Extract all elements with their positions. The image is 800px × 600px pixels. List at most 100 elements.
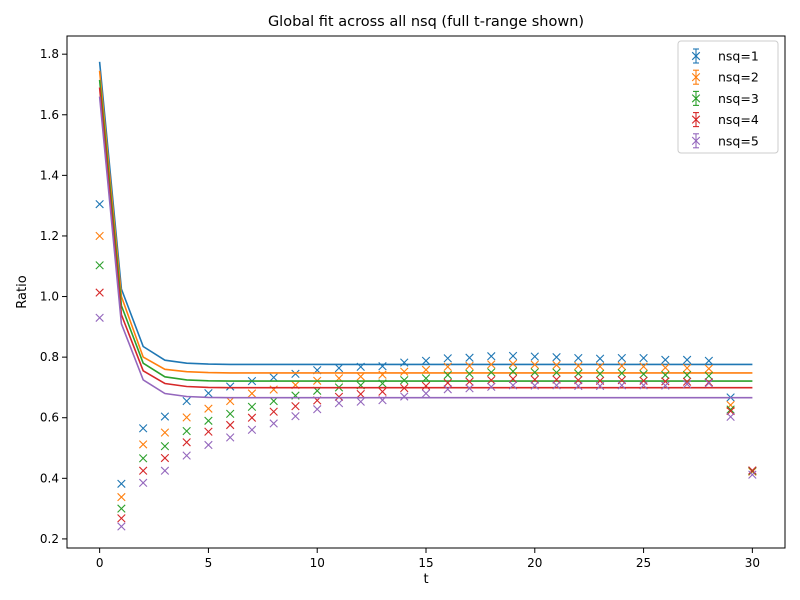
legend-box xyxy=(677,40,779,154)
data-point-nsq=3 xyxy=(487,368,496,377)
data-point-nsq=1 xyxy=(508,351,518,361)
y-tick-label: 1.4 xyxy=(40,168,59,182)
data-point-nsq=5 xyxy=(530,381,539,390)
fit-line-nsq=4 xyxy=(98,87,753,389)
data-point-nsq=1 xyxy=(356,362,365,372)
data-point-nsq=1 xyxy=(552,352,561,362)
data-point-nsq=5 xyxy=(574,381,583,391)
data-point-nsq=5 xyxy=(95,313,104,322)
data-point-nsq=4 xyxy=(334,392,344,402)
data-point-nsq=2 xyxy=(400,367,409,376)
x-axis-label: t xyxy=(423,572,428,587)
data-point-nsq=5 xyxy=(487,382,496,392)
data-point-nsq=4 xyxy=(487,375,496,385)
fit-line-nsq=2 xyxy=(98,70,753,374)
data-point-nsq=5 xyxy=(465,384,474,393)
data-point-nsq=1 xyxy=(291,369,300,378)
data-point-nsq=5 xyxy=(182,451,191,460)
data-point-nsq=2 xyxy=(639,362,648,371)
data-point-nsq=2 xyxy=(443,362,452,372)
data-point-nsq=5 xyxy=(269,419,278,428)
data-point-nsq=3 xyxy=(421,374,431,383)
data-point-nsq=3 xyxy=(530,368,539,377)
data-point-nsq=4 xyxy=(421,381,431,391)
data-point-nsq=1 xyxy=(617,353,627,363)
x-tick-label: 0 xyxy=(96,556,104,570)
data-point-nsq=1 xyxy=(225,382,235,391)
fit-line-nsq=5 xyxy=(98,96,753,399)
data-point-nsq=5 xyxy=(704,379,714,388)
data-point-nsq=4 xyxy=(443,378,452,388)
data-point-nsq=2 xyxy=(465,361,474,371)
data-point-nsq=1 xyxy=(421,356,431,365)
legend-label: nsq=3 xyxy=(718,91,759,106)
data-point-nsq=5 xyxy=(160,466,170,475)
x-tick-label: 20 xyxy=(527,556,542,570)
data-point-nsq=1 xyxy=(160,412,170,421)
data-point-nsq=1 xyxy=(400,358,409,367)
data-point-nsq=4 xyxy=(247,413,257,422)
plot-area xyxy=(95,61,757,531)
legend-label: nsq=1 xyxy=(718,49,759,64)
data-point-nsq=4 xyxy=(748,466,757,475)
data-point-nsq=4 xyxy=(160,453,170,463)
data-point-nsq=3 xyxy=(595,369,605,378)
data-point-nsq=3 xyxy=(182,426,191,436)
data-point-nsq=1 xyxy=(204,388,213,398)
data-point-nsq=2 xyxy=(421,365,431,375)
data-point-nsq=4 xyxy=(291,402,300,411)
data-point-nsq=4 xyxy=(138,466,148,475)
data-point-nsq=1 xyxy=(117,479,126,488)
data-point-nsq=4 xyxy=(400,383,409,393)
data-point-nsq=5 xyxy=(378,395,387,405)
y-tick-label: 0.8 xyxy=(40,350,59,364)
data-point-nsq=5 xyxy=(225,433,235,442)
y-tick-label: 1.6 xyxy=(40,108,59,122)
data-point-nsq=2 xyxy=(160,428,170,437)
legend-label: nsq=2 xyxy=(718,70,759,85)
data-point-nsq=4 xyxy=(95,288,104,297)
chart-title: Global fit across all nsq (full t-range … xyxy=(268,14,584,30)
legend-marker-nsq=5 xyxy=(691,133,701,149)
data-point-nsq=3 xyxy=(117,504,126,513)
data-point-nsq=5 xyxy=(421,389,431,398)
y-tick-label: 0.2 xyxy=(40,532,59,546)
data-point-nsq=1 xyxy=(530,352,539,361)
data-point-nsq=1 xyxy=(574,353,583,363)
data-point-nsq=4 xyxy=(378,387,387,396)
data-point-nsq=4 xyxy=(225,420,235,430)
data-point-nsq=3 xyxy=(574,369,583,378)
data-point-nsq=4 xyxy=(682,377,692,386)
data-point-nsq=3 xyxy=(204,416,213,425)
axes-frame xyxy=(66,35,786,549)
y-axis-ticks: 0.2 0.4 0.6 0.8 1.0 1.2 1.4 1.6 1.8 xyxy=(40,47,67,546)
legend-marker-nsq=3 xyxy=(691,90,701,106)
data-point-nsq=2 xyxy=(247,389,257,398)
x-tick-label: 25 xyxy=(636,556,651,570)
data-point-nsq=3 xyxy=(552,368,561,377)
data-point-nsq=3 xyxy=(661,370,670,380)
data-point-nsq=3 xyxy=(247,402,257,412)
y-tick-label: 1.8 xyxy=(40,47,59,61)
data-point-nsq=4 xyxy=(661,377,670,386)
data-point-nsq=2 xyxy=(225,396,235,406)
data-point-nsq=5 xyxy=(661,381,670,390)
data-point-nsq=5 xyxy=(726,412,735,422)
data-point-nsq=5 xyxy=(617,381,627,390)
data-point-nsq=1 xyxy=(182,396,191,406)
data-point-nsq=5 xyxy=(204,440,213,450)
data-point-nsq=1 xyxy=(95,199,104,209)
data-point-nsq=1 xyxy=(595,354,605,363)
data-point-nsq=4 xyxy=(204,427,213,436)
data-point-nsq=2 xyxy=(704,364,714,373)
data-point-nsq=4 xyxy=(530,375,539,384)
data-point-nsq=5 xyxy=(117,522,126,531)
data-point-nsq=5 xyxy=(313,405,322,414)
data-point-nsq=4 xyxy=(117,514,126,523)
x-tick-label: 5 xyxy=(205,556,213,570)
data-point-nsq=3 xyxy=(400,375,409,385)
data-point-nsq=3 xyxy=(726,405,735,414)
data-point-nsq=3 xyxy=(378,379,387,388)
data-point-nsq=3 xyxy=(704,371,714,381)
fit-line-nsq=1 xyxy=(98,61,753,366)
